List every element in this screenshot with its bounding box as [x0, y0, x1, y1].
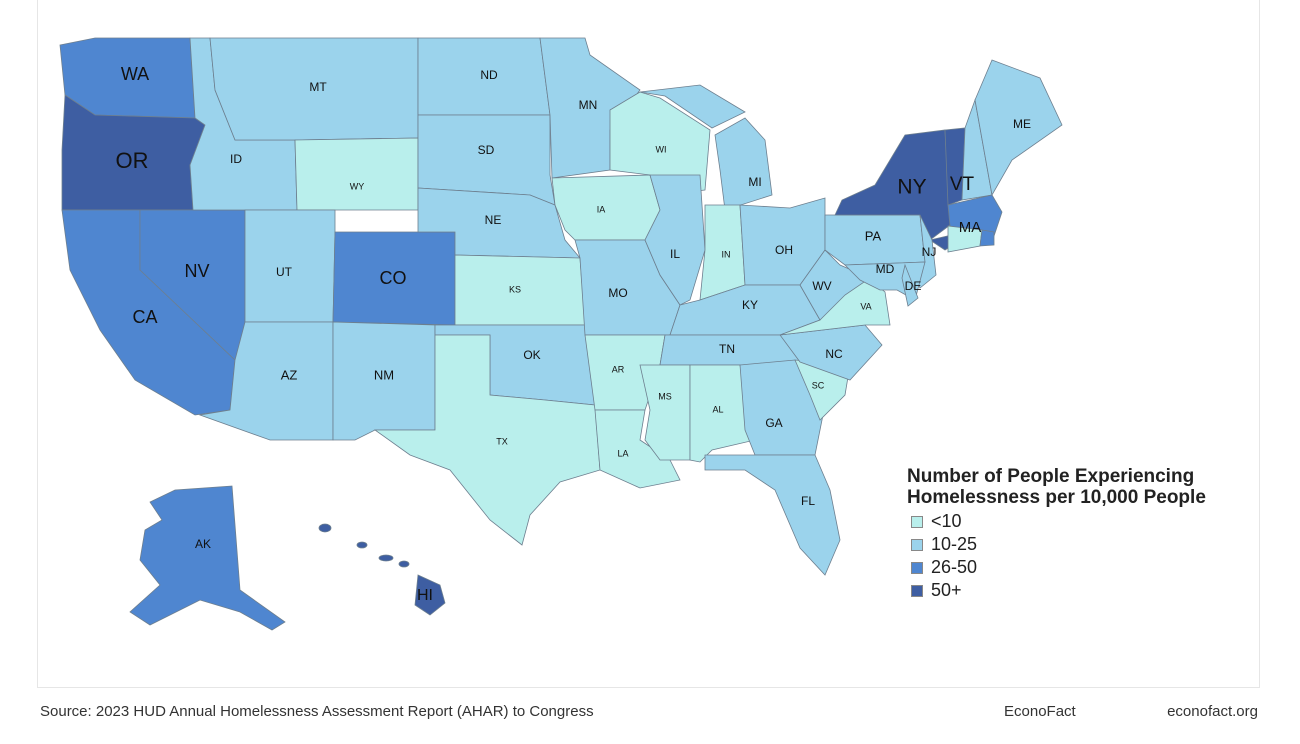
state-label-nc: NC — [825, 347, 843, 361]
state-label-sc: SC — [812, 380, 825, 390]
state-label-nm: NM — [374, 367, 394, 382]
brand-name: EconoFact — [1004, 703, 1076, 720]
legend: Number of People Experiencing Homelessne… — [907, 466, 1206, 602]
state-label-mn: MN — [579, 98, 598, 112]
legend-swatch — [911, 515, 923, 528]
state-hi-island[interactable] — [398, 560, 410, 568]
state-label-md: MD — [876, 262, 895, 276]
state-label-or: OR — [116, 148, 149, 173]
state-label-ks: KS — [509, 284, 521, 294]
state-label-mo: MO — [608, 286, 627, 300]
state-label-pa: PA — [865, 228, 882, 243]
state-label-de: DE — [905, 279, 922, 293]
site-link[interactable]: econofact.org — [1167, 703, 1258, 720]
state-label-mt: MT — [309, 80, 327, 94]
state-fl[interactable] — [704, 454, 841, 576]
state-mi-upper[interactable] — [639, 84, 746, 129]
state-label-ca: CA — [132, 307, 157, 327]
state-label-ak: AK — [195, 537, 211, 551]
state-ma[interactable] — [947, 194, 1003, 237]
state-ri[interactable] — [979, 229, 995, 247]
state-wy[interactable] — [294, 137, 419, 211]
state-label-mi: MI — [748, 175, 761, 189]
state-hi-island[interactable] — [378, 554, 394, 562]
state-label-sd: SD — [478, 143, 495, 157]
state-tx[interactable] — [373, 334, 601, 546]
state-label-tn: TN — [719, 342, 735, 356]
state-label-ok: OK — [523, 348, 540, 362]
legend-label: <10 — [931, 511, 962, 531]
state-label-wi: WI — [656, 144, 667, 154]
state-ia[interactable] — [551, 174, 661, 241]
legend-title-line2: Homelessness per 10,000 People — [907, 487, 1206, 508]
legend-item: <10 — [911, 510, 1206, 533]
legend-label: 26-50 — [931, 557, 978, 577]
state-label-nv: NV — [184, 261, 209, 281]
state-label-nj: NJ — [922, 245, 937, 259]
state-label-tx: TX — [496, 436, 508, 446]
state-label-ne: NE — [485, 213, 502, 227]
state-label-fl: FL — [801, 494, 815, 508]
legend-swatch — [911, 561, 923, 574]
state-label-ma: MA — [959, 219, 982, 236]
state-label-la: LA — [617, 448, 628, 458]
legend-item: 10-25 — [911, 533, 1206, 556]
state-label-wv: WV — [812, 279, 831, 293]
state-label-ga: GA — [765, 416, 782, 430]
state-label-wy: WY — [350, 181, 365, 191]
state-label-il: IL — [670, 247, 680, 261]
state-label-ar: AR — [612, 364, 625, 374]
state-label-va: VA — [860, 301, 871, 311]
state-label-ia: IA — [597, 204, 606, 214]
state-label-wa: WA — [121, 64, 149, 84]
state-label-id: ID — [230, 152, 242, 166]
state-label-al: AL — [712, 404, 723, 414]
state-hi[interactable] — [414, 574, 446, 616]
state-label-oh: OH — [775, 243, 793, 257]
state-label-ut: UT — [276, 265, 293, 279]
state-label-hi: HI — [417, 587, 433, 604]
source-note: Source: 2023 HUD Annual Homelessness Ass… — [40, 703, 594, 720]
legend-swatch — [911, 584, 923, 597]
state-label-co: CO — [380, 268, 407, 288]
state-label-me: ME — [1013, 117, 1031, 131]
state-label-nd: ND — [480, 68, 498, 82]
state-label-ms: MS — [658, 391, 672, 401]
state-label-vt: VT — [950, 174, 975, 195]
state-de[interactable] — [901, 263, 919, 307]
state-ak[interactable] — [129, 485, 286, 631]
legend-swatch — [911, 538, 923, 551]
state-hi-island[interactable] — [356, 541, 368, 549]
state-la[interactable] — [594, 409, 681, 489]
legend-item: 50+ — [911, 579, 1206, 602]
us-choropleth-map: WA OR CA NV ID MT WY UT CO AZ NM ND SD NE KS OK TX MN IA MO… — [59, 37, 1063, 631]
legend-label: 50+ — [931, 580, 962, 600]
state-hi-island[interactable] — [318, 523, 332, 533]
state-label-az: AZ — [281, 367, 298, 382]
state-label-ky: KY — [742, 298, 758, 312]
state-label-in: IN — [722, 249, 731, 259]
legend-item: 26-50 — [911, 556, 1206, 579]
state-label-ny: NY — [897, 176, 926, 199]
map-frame — [37, 0, 1260, 688]
legend-title-line1: Number of People Experiencing — [907, 466, 1195, 487]
legend-label: 10-25 — [931, 534, 978, 554]
state-mi[interactable] — [714, 117, 773, 211]
